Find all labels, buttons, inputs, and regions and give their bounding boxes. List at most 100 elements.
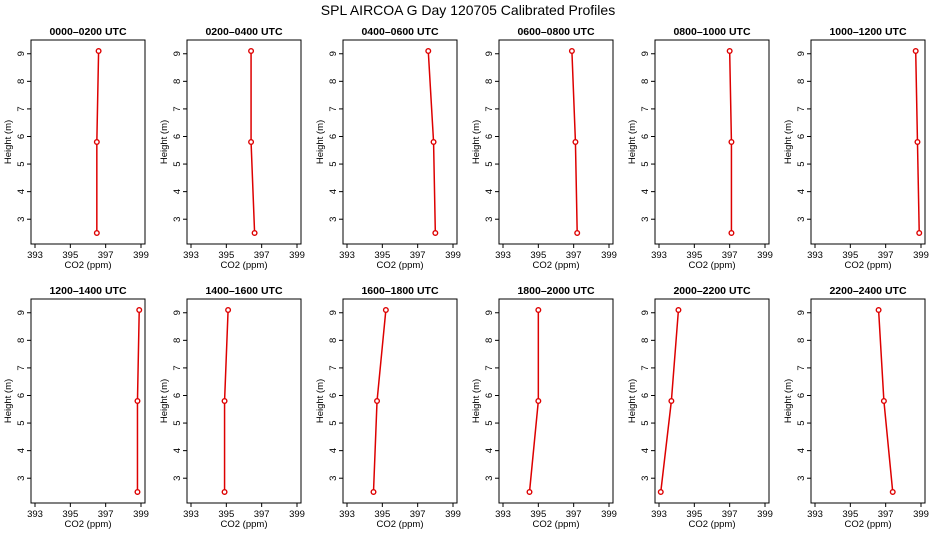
plot-frame: [30, 298, 146, 504]
y-tick-label: 4: [328, 448, 339, 453]
data-point: [221, 398, 228, 405]
data-point: [657, 489, 664, 496]
plot-frame: [30, 39, 146, 245]
y-tick-label: 9: [484, 310, 495, 315]
y-tick-label: 6: [640, 134, 651, 139]
profile-panel: 1800–2000 UTC 393 395 397 399 3 4 5 6 7 8 9 CO2 (ppm…: [471, 285, 617, 530]
y-tick-label: 7: [640, 365, 651, 370]
x-tick-label: 393: [339, 250, 355, 261]
x-axis-label: CO2 (ppm): [689, 260, 736, 271]
panel-title: 1600–1800 UTC: [361, 285, 438, 297]
data-point: [432, 229, 439, 236]
x-tick-label: 393: [651, 250, 667, 261]
x-axis-label: CO2 (ppm): [65, 519, 112, 530]
plot-frame: [810, 39, 926, 245]
x-axis-label: CO2 (ppm): [221, 519, 268, 530]
y-tick-label: 5: [172, 420, 183, 425]
profile-panel: 0600–0800 UTC 393 395 397 399 3 4 5 6 7 8 9 CO2 (ppm…: [471, 26, 617, 271]
x-tick-label: 397: [98, 509, 114, 520]
x-axis-label: CO2 (ppm): [533, 260, 580, 271]
x-axis-label: CO2 (ppm): [689, 519, 736, 530]
panel-title: 1200–1400 UTC: [49, 285, 126, 297]
y-tick-label: 8: [796, 338, 807, 343]
y-tick-label: 5: [484, 161, 495, 166]
y-tick-label: 3: [796, 476, 807, 481]
x-axis-label: CO2 (ppm): [221, 260, 268, 271]
y-tick-label: 6: [640, 393, 651, 398]
data-point: [668, 398, 675, 405]
y-axis-label: Height (m): [315, 379, 326, 423]
x-axis-label: CO2 (ppm): [533, 519, 580, 530]
data-point: [430, 138, 437, 145]
data-point: [370, 489, 377, 496]
y-tick-label: 8: [328, 79, 339, 84]
data-point: [568, 48, 575, 55]
x-tick-label: 397: [878, 250, 894, 261]
y-tick-label: 8: [328, 338, 339, 343]
panel-title: 0600–0800 UTC: [517, 26, 594, 38]
profile-panel: 1400–1600 UTC 393 395 397 399 3 4 5 6 7 8 9 CO2 (ppm…: [159, 285, 305, 530]
y-tick-label: 5: [328, 161, 339, 166]
x-tick-label: 395: [530, 509, 546, 520]
panel-title: 0200–0400 UTC: [205, 26, 282, 38]
plot-frame: [342, 298, 458, 504]
plot-frame: [498, 39, 614, 245]
y-tick-label: 6: [16, 393, 27, 398]
data-point: [374, 398, 381, 405]
x-tick-label: 393: [183, 250, 199, 261]
x-tick-label: 393: [339, 509, 355, 520]
y-tick-label: 3: [484, 476, 495, 481]
y-tick-label: 7: [328, 365, 339, 370]
x-tick-label: 393: [27, 509, 43, 520]
y-axis-label: Height (m): [3, 379, 14, 423]
figure-title: SPL AIRCOA G Day 120705 Calibrated Profi…: [321, 2, 615, 18]
data-point: [880, 398, 887, 405]
y-tick-label: 8: [484, 79, 495, 84]
data-point: [728, 138, 735, 145]
data-point: [134, 489, 141, 496]
data-point: [221, 489, 228, 496]
panel-title: 1000–1200 UTC: [829, 26, 906, 38]
data-point: [248, 48, 255, 55]
y-tick-label: 5: [484, 420, 495, 425]
x-tick-label: 395: [374, 250, 390, 261]
plot-frame: [654, 298, 770, 504]
x-tick-label: 399: [289, 250, 305, 261]
y-tick-label: 4: [640, 448, 651, 453]
x-tick-label: 395: [686, 509, 702, 520]
data-point: [572, 138, 579, 145]
y-axis-label: Height (m): [3, 120, 14, 164]
x-tick-label: 399: [757, 509, 773, 520]
x-tick-label: 393: [183, 509, 199, 520]
y-tick-label: 4: [796, 189, 807, 194]
y-tick-label: 9: [16, 51, 27, 56]
x-tick-label: 395: [686, 250, 702, 261]
y-tick-label: 4: [328, 189, 339, 194]
y-tick-label: 5: [796, 161, 807, 166]
x-tick-label: 395: [218, 250, 234, 261]
y-tick-label: 6: [484, 393, 495, 398]
x-tick-label: 399: [289, 509, 305, 520]
x-tick-label: 397: [254, 509, 270, 520]
profile-panel: 2200–2400 UTC 393 395 397 399 3 4 5 6 7 8 9 CO2 (ppm…: [783, 285, 929, 530]
y-tick-label: 6: [484, 134, 495, 139]
profile-panel: 0200–0400 UTC 393 395 397 399 3 4 5 6 7 8 9 CO2 (ppm…: [159, 26, 305, 271]
y-tick-label: 6: [328, 393, 339, 398]
y-tick-label: 3: [328, 217, 339, 222]
x-tick-label: 393: [495, 250, 511, 261]
y-tick-label: 8: [796, 79, 807, 84]
plot-frame: [810, 298, 926, 504]
x-tick-label: 393: [495, 509, 511, 520]
x-tick-label: 399: [757, 250, 773, 261]
y-tick-label: 4: [484, 189, 495, 194]
y-tick-label: 4: [172, 189, 183, 194]
y-tick-label: 3: [172, 217, 183, 222]
x-tick-label: 395: [218, 509, 234, 520]
data-point: [382, 307, 389, 314]
y-tick-label: 5: [328, 420, 339, 425]
data-point: [225, 307, 232, 314]
y-axis-label: Height (m): [471, 120, 482, 164]
y-axis-label: Height (m): [627, 379, 638, 423]
data-point: [535, 307, 542, 314]
